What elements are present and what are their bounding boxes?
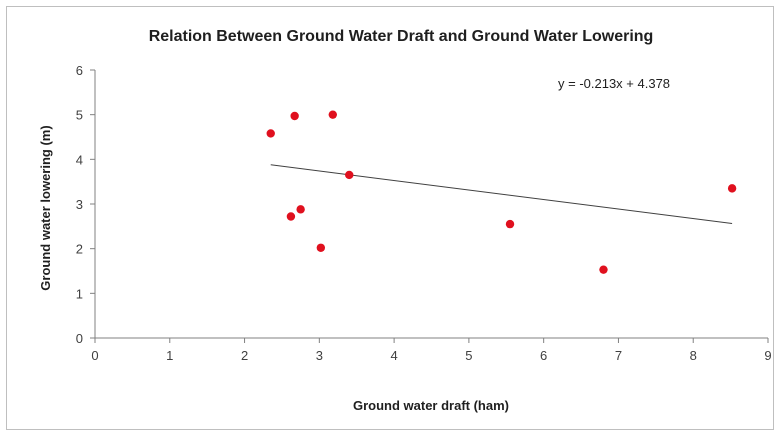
trendline [270, 164, 733, 225]
x-tick-label: 4 [390, 348, 397, 363]
y-tick-label: 6 [76, 63, 83, 78]
data-point [505, 219, 515, 229]
data-point [286, 212, 296, 221]
x-axis-title: Ground water draft (ham) [353, 398, 509, 413]
data-point [599, 265, 608, 274]
data-point [290, 111, 299, 121]
x-tick-label: 0 [91, 348, 98, 363]
x-tick-label: 1 [166, 348, 173, 363]
y-tick-label: 0 [76, 331, 83, 346]
data-points [266, 110, 737, 274]
y-axis-title: Ground water lowering (m) [38, 125, 53, 290]
y-axis-ticks: 0 1 2 3 4 5 6 [76, 63, 95, 346]
y-tick-label: 2 [76, 242, 83, 257]
chart-area [6, 6, 774, 430]
x-axis-ticks: 0 1 2 3 4 5 6 7 8 9 [91, 338, 772, 363]
x-tick-label: 3 [316, 348, 323, 363]
trendline-equation: y = -0.213x + 4.378 [558, 76, 670, 91]
x-tick-label: 5 [465, 348, 472, 363]
data-point [345, 170, 354, 180]
x-tick-label: 6 [540, 348, 547, 363]
data-point [727, 184, 737, 193]
y-tick-label: 5 [76, 108, 83, 123]
data-point [316, 243, 326, 252]
data-point [266, 129, 275, 138]
y-tick-label: 1 [76, 286, 83, 301]
data-point [328, 110, 337, 119]
x-tick-label: 9 [764, 348, 771, 363]
y-tick-label: 3 [76, 197, 83, 212]
y-tick-label: 4 [76, 152, 83, 167]
x-tick-label: 2 [241, 348, 248, 363]
data-point [296, 205, 305, 214]
x-tick-label: 8 [690, 348, 697, 363]
chart-title: Relation Between Ground Water Draft and … [149, 28, 654, 45]
x-tick-label: 7 [615, 348, 622, 363]
